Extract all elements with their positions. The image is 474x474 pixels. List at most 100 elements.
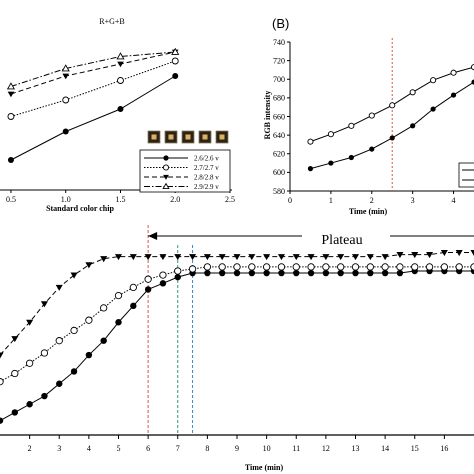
panel-c-series-2-point-0 [0, 352, 4, 359]
panel-b-y-tick-label-2: 620 [273, 150, 285, 159]
color-chip-center-0 [151, 134, 157, 140]
panel-c-series-0-point-9 [130, 302, 137, 310]
panel-c-series-2-point-14 [203, 254, 211, 261]
panel-a-legend-label-0: 2.6/2.6 v [194, 155, 219, 163]
panel-b-y-tick-label-8: 740 [273, 38, 285, 47]
panel-c-series-0-point-23 [337, 269, 344, 277]
panel-b-y-tick-label-1: 600 [273, 168, 285, 177]
panel-c-x-tick-label-6: 8 [205, 444, 209, 453]
panel-b-series-1-point-0 [307, 166, 314, 172]
panel-c-series-0-point-26 [381, 269, 389, 277]
panel-c-series-0-point-22 [322, 269, 330, 277]
panel-a-x-tick-label-4: 2.5 [225, 195, 235, 204]
color-chip-center-2 [185, 134, 191, 140]
panel-a-series-3-point-0 [6, 82, 16, 90]
panel-c-series-0-point-16 [233, 269, 241, 277]
panel-c-x-tick-label-11: 13 [352, 444, 360, 453]
panel-c-series-2-point-15 [218, 254, 226, 261]
panel-c-series-1-point-3 [40, 349, 49, 357]
panel-c-x-tick-label-10: 12 [322, 444, 330, 453]
panel-a-series-3 [6, 47, 180, 90]
panel-c-series-0-point-6 [85, 351, 93, 359]
panel-a-series-1-point-1 [62, 96, 70, 104]
panel-c-series-1-point-8 [114, 291, 123, 300]
panel-a-series-1 [7, 57, 179, 120]
panel-c-series-0-point-2 [26, 401, 33, 408]
panel-c-series-2 [0, 249, 474, 359]
panel-c-series-2-point-30 [440, 249, 448, 257]
panel-a-series-3-point-2 [116, 52, 125, 60]
panel-b-label: (B) [272, 16, 289, 31]
panel-c-x-tick-label-5: 7 [176, 444, 180, 453]
panel-c-x-tick-label-14: 16 [440, 444, 448, 453]
panel-a-series-3-point-3 [171, 47, 180, 55]
panel-c-series-1-point-18 [262, 263, 271, 271]
panel-c-series-0-point-19 [278, 269, 285, 277]
panel-c-series-1-point-26 [381, 263, 389, 271]
panel-b-x-title: Time (min) [349, 207, 388, 216]
panel-a-series-0-line [10, 75, 176, 161]
panel-a-series-3-point-1 [61, 64, 70, 72]
panel-a-series-1-point-0 [7, 113, 15, 120]
panel-a-x-tick-label-1: 1.0 [61, 195, 71, 204]
panel-b-series-1-point-6 [430, 106, 436, 112]
plateau-arrowhead [148, 232, 158, 240]
color-chip-center-1 [168, 134, 174, 140]
panel-b-series-0-point-4 [389, 102, 396, 109]
panel-b-series-0-point-2 [348, 122, 355, 129]
panel-c-series-2-point-12 [174, 254, 182, 261]
panel-b-x-tick-label-1: 1 [329, 196, 333, 205]
panel-c-series-1-point-1 [11, 369, 19, 378]
panel-c-x-tick-label-7: 9 [235, 444, 239, 453]
panel-c-series-2-point-9 [129, 254, 137, 261]
panel-a-x-tick-label-3: 2.0 [170, 195, 180, 204]
panel-c-series-0-point-0 [0, 417, 4, 424]
panel-c-series-1-point-27 [396, 263, 404, 271]
panel-c-series-0-point-10 [144, 286, 152, 293]
panel-c-series-2-point-27 [396, 252, 404, 259]
panel-b-series-0-point-1 [327, 131, 334, 138]
panel-a-x-tick-label-2: 1.5 [115, 195, 125, 204]
panel-c-series-2-point-5 [70, 272, 78, 279]
panel-c-series-1-point-12 [174, 267, 182, 275]
panel-b-x-tick-label-4: 4 [452, 196, 456, 205]
panel-c-series-0-point-27 [396, 269, 404, 277]
panel-c-series-2-point-28 [411, 252, 419, 259]
panel-a-legend-label-1: 2.7/2.7 v [194, 164, 219, 172]
panel-c-series-2-point-21 [307, 254, 315, 261]
panel-a-series-1-point-3 [171, 57, 179, 65]
panel-c-series-0 [0, 267, 474, 424]
panel-c-series-1-point-5 [70, 326, 78, 335]
panel-c-series-0-point-17 [248, 269, 256, 277]
panel-b-y-tick-label-3: 640 [273, 131, 285, 140]
panel-c-series-0-point-15 [218, 269, 226, 277]
panel-c-series-2-point-29 [426, 252, 434, 259]
color-chip-row [147, 130, 229, 144]
panel-b-series-0-point-0 [307, 138, 314, 145]
panel-c-series-1-point-0 [0, 378, 4, 386]
panel-b-y-tick-label-6: 700 [273, 75, 285, 84]
panel-a-legend-box [139, 149, 231, 193]
panel-b-legend-box [458, 162, 474, 188]
panel-c-x-tick-label-2: 4 [87, 444, 91, 453]
panel-c-series-2-point-18 [263, 254, 271, 261]
panel-c-series-2-point-16 [233, 254, 241, 261]
panel-c-series-1-point-13 [188, 265, 197, 273]
panel-b-lines [307, 64, 474, 188]
panel-c-x-tick-label-4: 6 [146, 444, 150, 453]
panel-a-series-0-point-0 [7, 157, 14, 163]
panel-a-lines [6, 47, 180, 163]
panel-b-axes: 580 600 620 640 660 680 700 720 740 0 1 2 3 4 [273, 38, 474, 205]
panel-b-y-tick-label-0: 580 [273, 187, 285, 196]
panel-c-x-title: Time (min) [245, 463, 284, 472]
panel-c-series-1-point-7 [100, 304, 108, 312]
panel-c-series-1-point-6 [85, 316, 93, 324]
panel-b-series-1 [307, 79, 474, 172]
panel-c-x-tick-label-12: 14 [381, 444, 389, 453]
panel-c-series-2-point-6 [85, 262, 93, 269]
panel-c-series-2-point-20 [292, 254, 300, 261]
panel-c-series-0-point-21 [307, 269, 315, 277]
panel-c-series-0-point-5 [70, 368, 78, 375]
panel-c-x-tick-label-9: 11 [292, 444, 300, 453]
